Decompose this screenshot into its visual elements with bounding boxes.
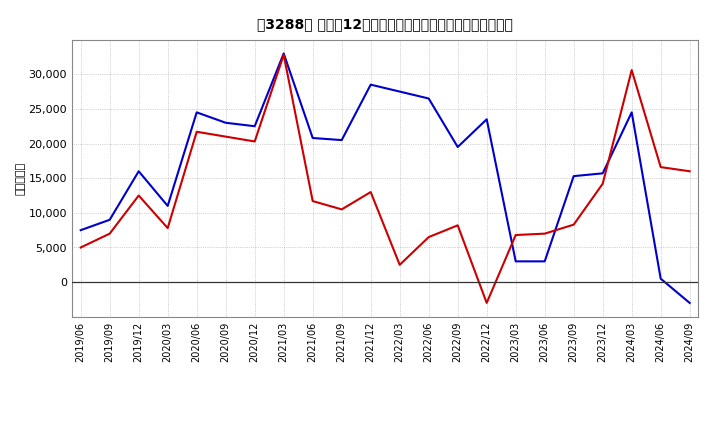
当期純利益 (192, 129, 201, 134)
当期純利益 (338, 207, 346, 212)
当期純利益 (105, 231, 114, 236)
経常利益 (192, 110, 201, 115)
経常利益 (657, 276, 665, 281)
当期純利益 (454, 223, 462, 228)
Line: 当期純利益: 当期純利益 (81, 55, 690, 303)
経常利益 (570, 173, 578, 179)
当期純利益 (685, 169, 694, 174)
Line: 経常利益: 経常利益 (81, 53, 690, 303)
経常利益 (251, 124, 259, 129)
経常利益 (627, 110, 636, 115)
経常利益 (366, 82, 375, 87)
経常利益 (105, 217, 114, 222)
当期純利益 (366, 189, 375, 194)
経常利益 (338, 137, 346, 143)
経常利益 (221, 120, 230, 125)
経常利益 (395, 89, 404, 94)
当期純利益 (135, 193, 143, 198)
当期純利益 (221, 134, 230, 139)
当期純利益 (482, 300, 491, 305)
経常利益 (308, 136, 317, 141)
当期純利益 (308, 198, 317, 204)
経常利益 (511, 259, 520, 264)
当期純利益 (76, 245, 85, 250)
経常利益 (598, 171, 607, 176)
当期純利益 (251, 139, 259, 144)
経常利益 (279, 51, 288, 56)
当期純利益 (570, 222, 578, 227)
経常利益 (424, 96, 433, 101)
当期純利益 (598, 181, 607, 187)
当期純利益 (541, 231, 549, 236)
Y-axis label: （百万円）: （百万円） (16, 161, 26, 195)
当期純利益 (511, 232, 520, 238)
当期純利益 (163, 225, 172, 231)
当期純利益 (395, 262, 404, 268)
当期純利益 (627, 67, 636, 73)
経常利益 (163, 203, 172, 209)
経常利益 (135, 169, 143, 174)
当期純利益 (279, 52, 288, 58)
経常利益 (685, 300, 694, 305)
経常利益 (76, 227, 85, 233)
経常利益 (454, 144, 462, 150)
当期純利益 (657, 165, 665, 170)
当期純利益 (424, 235, 433, 240)
経常利益 (482, 117, 491, 122)
経常利益 (541, 259, 549, 264)
Title: ［3288］ 利益だ12か月移動合計の対前年同期増減額の推移: ［3288］ 利益だ12か月移動合計の対前年同期増減額の推移 (257, 18, 513, 32)
